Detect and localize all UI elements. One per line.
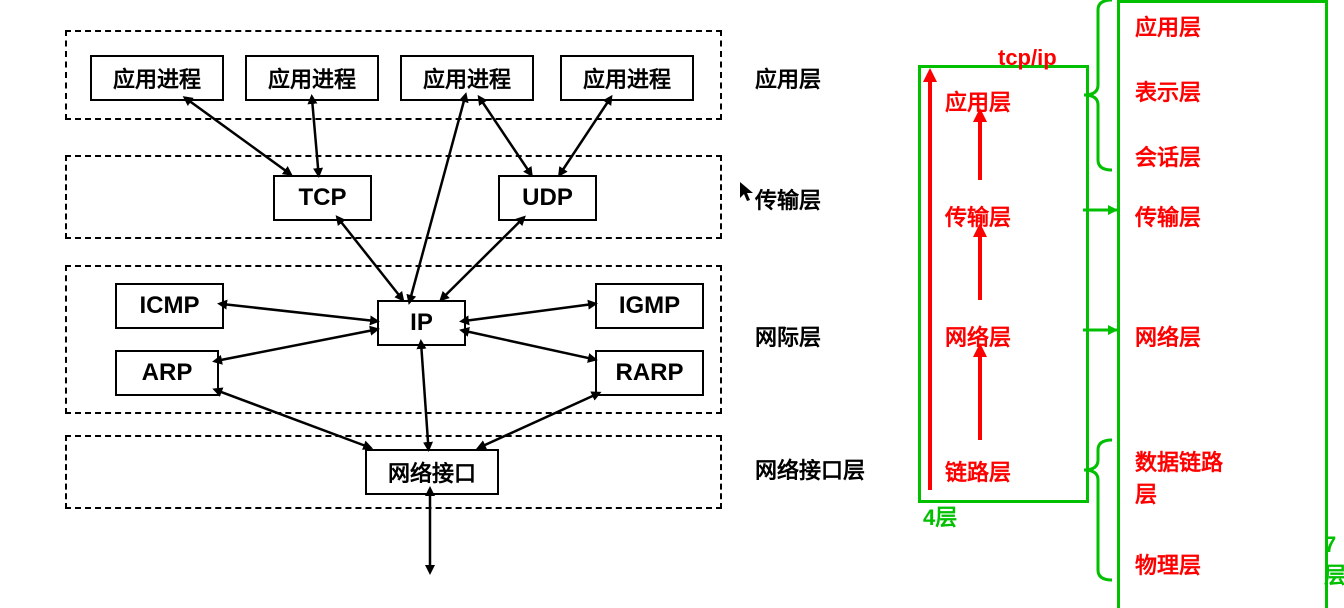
protocol-box-box-app1: 应用进程 (90, 55, 224, 101)
protocol-box-box-app4: 应用进程 (560, 55, 694, 101)
protocol-box-box-netif: 网络接口 (365, 449, 499, 495)
region-label: 网络接口层 (755, 453, 865, 485)
protocol-box-box-ip: IP (377, 300, 466, 346)
tcpip-layer-label: 应用层 (945, 85, 1011, 117)
osi-footer: 7层 (1324, 532, 1344, 590)
region-label: 应用层 (755, 62, 821, 94)
tcpip-layer-label: 传输层 (945, 200, 1011, 232)
tcpip-model-box (918, 65, 1089, 503)
protocol-box-box-icmp: ICMP (115, 283, 224, 329)
protocol-box-box-tcp: TCP (273, 175, 372, 221)
diagram-canvas: 应用进程应用进程应用进程应用进程TCPUDPICMPIPIGMPARPRARP网… (0, 0, 1344, 608)
osi-layer-label: 应用层 (1135, 10, 1201, 42)
tcpip-title: tcp/ip (998, 45, 1057, 71)
protocol-box-box-rarp: RARP (595, 350, 704, 396)
region-label: 网际层 (755, 320, 821, 352)
protocol-box-box-app2: 应用进程 (245, 55, 379, 101)
osi-layer-label: 数据链路 层 (1135, 445, 1223, 509)
osi-layer-label: 网络层 (1135, 320, 1201, 352)
osi-layer-label: 会话层 (1135, 140, 1201, 172)
protocol-box-box-arp: ARP (115, 350, 219, 396)
protocol-box-box-app3: 应用进程 (400, 55, 534, 101)
tcpip-layer-label: 链路层 (945, 455, 1011, 487)
tcpip-footer: 4层 (923, 500, 957, 532)
protocol-box-box-igmp: IGMP (595, 283, 704, 329)
osi-layer-label: 传输层 (1135, 200, 1201, 232)
osi-layer-label: 物理层 (1135, 548, 1201, 580)
cursor-icon (740, 182, 753, 201)
dashed-region-region-transport (65, 155, 722, 239)
protocol-box-box-udp: UDP (498, 175, 597, 221)
region-label: 传输层 (755, 183, 821, 215)
tcpip-layer-label: 网络层 (945, 320, 1011, 352)
osi-layer-label: 表示层 (1135, 75, 1201, 107)
